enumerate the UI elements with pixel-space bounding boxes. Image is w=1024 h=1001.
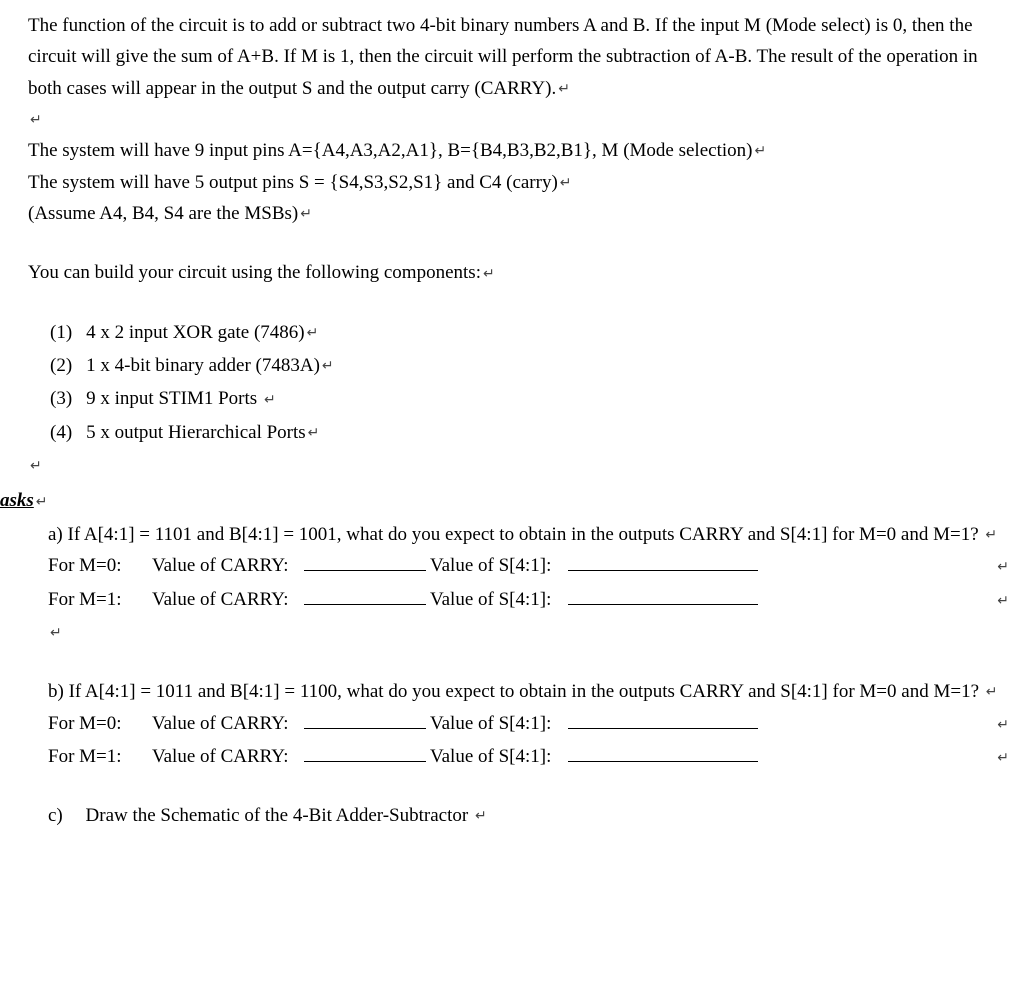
part-a-m0-s-blank[interactable] — [568, 553, 758, 571]
part-a-question: a) If A[4:1] = 1101 and B[4:1] = 1001, w… — [48, 519, 1009, 550]
part-b-m1-s-label: Value of S[4:1]: — [430, 741, 568, 772]
return-icon: ↵ — [558, 78, 570, 101]
component-list: (1)4 x 2 input XOR gate (7486)↵ (2)1 x 4… — [28, 317, 1009, 448]
part-b-m1-s-blank[interactable] — [568, 744, 758, 762]
component-item-3: (3) 9 x input STIM1 Ports ↵ — [50, 383, 1009, 414]
return-icon: ↵ — [986, 681, 998, 704]
part-b-m0-row: For M=0: Value of CARRY: Value of S[4:1]… — [48, 708, 1009, 739]
part-b-m0-carry-blank[interactable] — [304, 711, 426, 729]
return-icon: ↵ — [264, 389, 276, 412]
part-b-m0-carry-label: Value of CARRY: — [152, 708, 304, 739]
return-icon: ↵ — [322, 355, 334, 378]
tasks-heading: asks↵ — [0, 485, 1009, 516]
part-c: c) Draw the Schematic of the 4-Bit Adder… — [48, 800, 1009, 831]
return-icon: ↵ — [754, 140, 766, 163]
part-a-m0-carry-label: Value of CARRY: — [152, 550, 304, 581]
return-icon: ↵ — [977, 714, 1009, 737]
intro-paragraph-2: The system will have 9 input pins A={A4,… — [28, 135, 1009, 166]
return-icon: ↵ — [985, 524, 997, 547]
tasks-heading-text: asks — [0, 490, 34, 511]
component-text-3: 9 x input STIM1 Ports — [86, 388, 262, 409]
part-a-m1-carry-blank[interactable] — [304, 587, 426, 605]
part-b-m0-label: For M=0: — [48, 708, 152, 739]
component-item-2: (2) 1 x 4-bit binary adder (7483A)↵ — [50, 350, 1009, 381]
part-a-m1-s-blank[interactable] — [568, 587, 758, 605]
part-b-m1-carry-label: Value of CARRY: — [152, 741, 304, 772]
intro-p5-text: You can build your circuit using the fol… — [28, 262, 481, 283]
blank-line-3: ↵ — [48, 617, 1009, 648]
intro-paragraph-4: (Assume A4, B4, S4 are the MSBs)↵ — [28, 198, 1009, 229]
intro-p1-text: The function of the circuit is to add or… — [28, 15, 978, 99]
component-num-4: (4) — [50, 422, 72, 443]
part-a-m1-row: For M=1: Value of CARRY: Value of S[4:1]… — [48, 584, 1009, 615]
component-text-4: 5 x output Hierarchical Ports — [86, 422, 306, 443]
component-item-4: (4) 5 x output Hierarchical Ports↵ — [50, 417, 1009, 448]
return-icon: ↵ — [977, 747, 1009, 770]
return-icon: ↵ — [36, 491, 48, 514]
intro-paragraph-1: The function of the circuit is to add or… — [28, 10, 1009, 104]
return-icon: ↵ — [50, 622, 62, 645]
return-icon: ↵ — [307, 322, 319, 345]
component-num-2: (2) — [50, 355, 72, 376]
return-icon: ↵ — [560, 172, 572, 195]
part-a-m1-label: For M=1: — [48, 584, 152, 615]
component-num-3: (3) — [50, 388, 72, 409]
part-a-m0-s-label: Value of S[4:1]: — [430, 550, 568, 581]
blank-line-2: ↵ — [28, 450, 1009, 481]
part-b-m1-label: For M=1: — [48, 741, 152, 772]
intro-p4-text: (Assume A4, B4, S4 are the MSBs) — [28, 203, 298, 224]
part-a-m1-carry-label: Value of CARRY: — [152, 584, 304, 615]
return-icon: ↵ — [300, 203, 312, 226]
return-icon: ↵ — [30, 455, 42, 478]
part-c-text: Draw the Schematic of the 4-Bit Adder-Su… — [86, 805, 473, 826]
intro-paragraph-5: You can build your circuit using the fol… — [28, 257, 1009, 288]
part-a-m0-row: For M=0: Value of CARRY: Value of S[4:1]… — [48, 550, 1009, 581]
return-icon: ↵ — [475, 805, 487, 828]
part-b-q-text: b) If A[4:1] = 1011 and B[4:1] = 1100, w… — [48, 681, 984, 702]
intro-p2-text: The system will have 9 input pins A={A4,… — [28, 140, 752, 161]
part-b-m1-carry-blank[interactable] — [304, 744, 426, 762]
intro-paragraph-3: The system will have 5 output pins S = {… — [28, 167, 1009, 198]
part-a-m1-s-label: Value of S[4:1]: — [430, 584, 568, 615]
return-icon: ↵ — [977, 590, 1009, 613]
part-b-m1-row: For M=1: Value of CARRY: Value of S[4:1]… — [48, 741, 1009, 772]
return-icon: ↵ — [483, 263, 495, 286]
component-text-1: 4 x 2 input XOR gate (7486) — [86, 322, 304, 343]
part-a-q-text: a) If A[4:1] = 1101 and B[4:1] = 1001, w… — [48, 524, 983, 545]
part-a-m0-carry-blank[interactable] — [304, 553, 426, 571]
component-text-2: 1 x 4-bit binary adder (7483A) — [86, 355, 320, 376]
part-b-m0-s-label: Value of S[4:1]: — [430, 708, 568, 739]
blank-line-1: ↵ — [28, 104, 1009, 135]
part-b-question: b) If A[4:1] = 1011 and B[4:1] = 1100, w… — [48, 676, 1009, 707]
return-icon: ↵ — [30, 109, 42, 132]
intro-p3-text: The system will have 5 output pins S = {… — [28, 172, 558, 193]
return-icon: ↵ — [977, 556, 1009, 579]
component-num-1: (1) — [50, 322, 72, 343]
part-b-m0-s-blank[interactable] — [568, 711, 758, 729]
part-c-label: c) — [48, 805, 63, 826]
return-icon: ↵ — [308, 422, 320, 445]
component-item-1: (1) 4 x 2 input XOR gate (7486)↵ — [50, 317, 1009, 348]
part-a-m0-label: For M=0: — [48, 550, 152, 581]
